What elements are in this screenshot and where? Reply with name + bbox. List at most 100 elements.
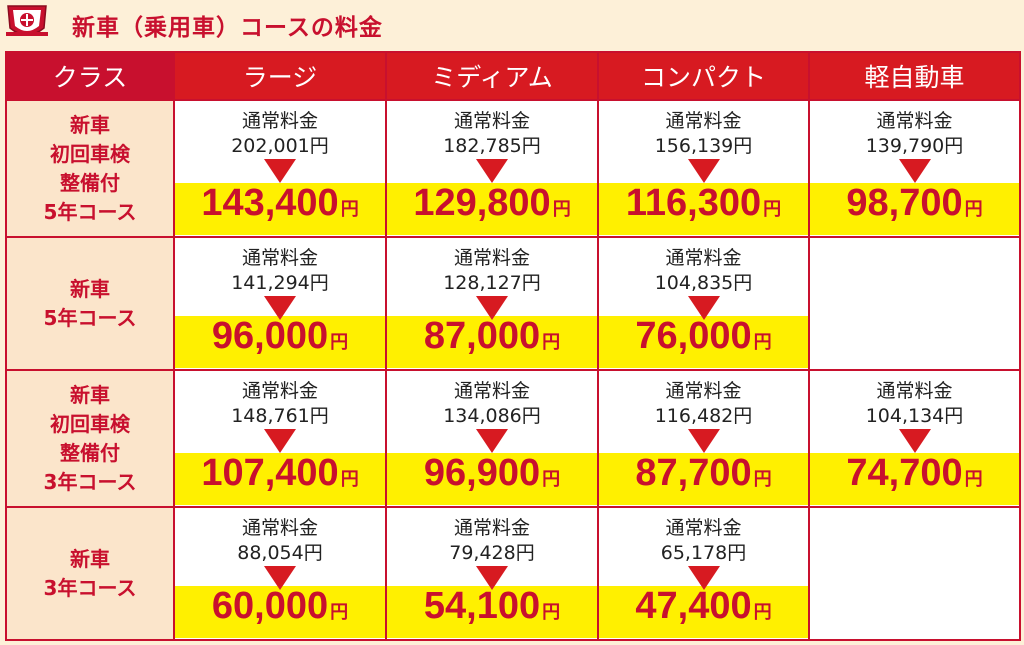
header-row: クラス ラージ ミディアム コンパクト 軽自動車 [5,51,1021,101]
normal-price: 88,054円 [237,541,323,564]
down-arrow-icon [687,158,720,183]
price-cell-kei [808,506,1021,641]
row-label: 新車 初回車検 整備付 5年コース [5,98,175,239]
sale-price: 54,100 円 [387,582,597,636]
sale-highlight [387,315,597,368]
sale-highlight [810,452,1019,505]
normal-price: 128,127円 [443,271,541,294]
price-cell-large: 通常料金 141,294円 96,000 円 [173,236,387,371]
normal-price: 148,761円 [231,404,329,427]
normal-price-label: 通常料金 [241,246,318,269]
normal-price: 104,835円 [654,271,753,294]
normal-price-label: 通常料金 [241,109,318,132]
yen-unit: 円 [753,331,772,352]
sale-price: 96,900 円 [387,449,597,503]
sale-price: 87,000 円 [387,312,597,366]
sale-highlight [175,182,385,235]
sale-highlight [599,452,808,505]
price-table: クラス ラージ ミディアム コンパクト 軽自動車 新車 初回車検 整備付 5年コ… [5,51,1021,641]
sale-price: 96,000 円 [175,312,385,366]
price-cell-kei: 通常料金 139,790円 98,700 円 [808,98,1021,239]
yen-unit: 円 [753,601,772,622]
header-medium: ミディアム [385,51,599,101]
sale-highlight [175,585,385,638]
price-cell-medium: 通常料金 128,127円 87,000 円 [385,236,599,371]
sale-price-value: 98,700 [846,181,963,224]
sale-price: 74,700 円 [810,449,1019,503]
price-cell-medium: 通常料金 182,785円 129,800 円 [385,98,599,239]
normal-price: 202,001円 [231,134,329,157]
yen-unit: 円 [753,468,772,489]
price-cell-medium: 通常料金 79,428円 54,100 円 [385,506,599,641]
page-header: 新車（乗用車）コースの料金 [0,0,1024,46]
row-label: 新車 初回車検 整備付 3年コース [5,368,175,509]
down-arrow-icon [264,295,296,320]
sale-price-value: 143,400 [201,181,339,224]
normal-price-label: 通常料金 [241,516,318,539]
normal-price: 104,134円 [865,404,964,427]
normal-price: 116,482円 [654,404,753,427]
sale-price: 87,700 円 [599,449,808,503]
table-row: 新車 3年コース 通常料金 88,054円 60,000 円通常料金 79,428円 54,… [5,506,1021,641]
yen-unit: 円 [340,198,359,219]
down-arrow-icon [476,428,508,453]
sale-price: 47,400 円 [599,582,808,636]
normal-price-label: 通常料金 [665,379,742,402]
down-arrow-icon [687,428,720,453]
down-arrow-icon [476,158,508,183]
sale-price-value: 96,000 [211,314,329,357]
normal-price: 79,428円 [449,541,535,564]
normal-price: 139,790円 [865,134,964,157]
price-cell-compact: 通常料金 65,178円 47,400 円 [597,506,810,641]
down-arrow-icon [898,158,931,183]
sale-price-value: 74,700 [846,451,963,494]
price-cell-large: 通常料金 202,001円 143,400 円 [173,98,387,239]
down-arrow-icon [476,295,508,320]
normal-price-label: 通常料金 [665,516,742,539]
sale-price: 60,000 円 [175,582,385,636]
page-title: 新車（乗用車）コースの料金 [72,15,383,41]
sale-highlight [175,452,385,505]
header-compact: コンパクト [597,51,810,101]
normal-price-label: 通常料金 [453,246,530,269]
normal-price: 141,294円 [231,271,329,294]
sale-price-value: 116,300 [625,181,762,224]
sale-price: 107,400 円 [175,449,385,503]
sale-highlight [599,585,808,638]
normal-price-label: 通常料金 [241,379,318,402]
price-cell-compact: 通常料金 104,835円 76,000 円 [597,236,810,371]
yen-unit: 円 [964,468,983,489]
price-cell-compact: 通常料金 116,482円 87,700 円 [597,368,810,509]
price-cell-compact: 通常料金 156,139円 116,300 円 [597,98,810,239]
price-cell-large: 通常料金 88,054円 60,000 円 [173,506,387,641]
sale-price-value: 54,100 [423,584,541,627]
sale-highlight [599,315,808,368]
sale-highlight [599,182,808,235]
sale-highlight [810,182,1019,235]
down-arrow-icon [898,428,931,453]
table-row: 新車 初回車検 整備付 3年コース 通常料金 148,761円 107,400 円通常料… [5,368,1021,509]
header-large: ラージ [173,51,387,101]
normal-price-label: 通常料金 [453,379,530,402]
down-arrow-icon [687,565,720,590]
price-cell-large: 通常料金 148,761円 107,400 円 [173,368,387,509]
sale-highlight [387,182,597,235]
row-label: 新車 5年コース [5,236,175,371]
sale-price-value: 87,700 [635,451,752,494]
yen-unit: 円 [542,468,561,489]
yen-unit: 円 [552,198,571,219]
sale-price: 116,300 円 [599,179,808,233]
down-arrow-icon [687,295,720,320]
sale-price-value: 60,000 [211,584,329,627]
normal-price-label: 通常料金 [665,109,742,132]
sale-price: 129,800 円 [387,179,597,233]
row-label: 新車 3年コース [5,506,175,641]
sale-price: 98,700 円 [810,179,1019,233]
normal-price: 156,139円 [654,134,753,157]
yen-unit: 円 [542,601,561,622]
normal-price: 65,178円 [660,541,747,564]
normal-price-label: 通常料金 [453,109,530,132]
sale-price-value: 96,900 [423,451,541,494]
table-row: 新車 5年コース 通常料金 141,294円 96,000 円通常料金 128,127円 8… [5,236,1021,371]
header-kei: 軽自動車 [808,51,1021,101]
